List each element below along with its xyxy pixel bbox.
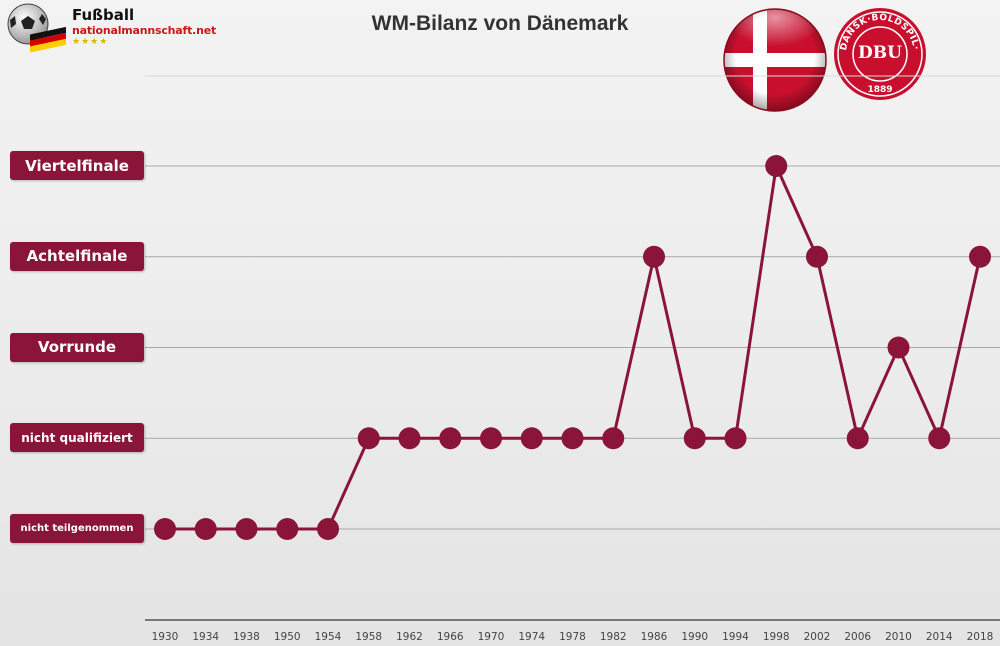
logo-line1: Fußball (72, 6, 135, 24)
data-point (683, 427, 706, 450)
dbu-badge-icon: DANSK·BOLDSPIL·UNION DBU 1889 (832, 6, 926, 100)
data-point (602, 427, 625, 450)
y-category-label: nicht teilgenommen (10, 514, 144, 543)
logo-line2: nationalmannschaft.net (72, 24, 217, 37)
x-tick-label: 1978 (559, 631, 586, 643)
x-tick-label: 1998 (763, 631, 790, 643)
x-tick-label: 1934 (192, 631, 219, 643)
site-logo[interactable]: Fußball nationalmannschaft.net ★★★★ (4, 2, 216, 54)
data-point (194, 518, 217, 540)
data-point (887, 336, 910, 359)
data-point (398, 427, 421, 450)
y-category-label: Achtelfinale (10, 241, 144, 271)
x-tick-label: 2014 (926, 631, 953, 643)
data-point (480, 427, 502, 450)
x-tick-label: 1990 (681, 631, 708, 643)
x-tick-label: 1974 (518, 631, 545, 643)
denmark-flag-icon (723, 8, 827, 112)
data-point (846, 427, 869, 450)
x-tick-label: 1994 (722, 631, 749, 643)
y-category-label: Vorrunde (10, 332, 144, 362)
x-tick-label: 1966 (437, 631, 464, 643)
x-tick-label: 1938 (233, 631, 260, 643)
data-point (806, 245, 828, 268)
chart-title: WM-Bilanz von Dänemark (371, 12, 629, 35)
x-tick-label: 1962 (396, 631, 423, 643)
x-tick-label: 1958 (355, 631, 382, 643)
data-point (765, 155, 788, 177)
badge-text: DBU (858, 43, 902, 63)
data-point (928, 427, 951, 450)
data-point (357, 427, 380, 450)
data-point (643, 245, 665, 268)
x-tick-label: 1982 (600, 631, 627, 643)
badge-year: 1889 (867, 85, 892, 95)
x-tick-label: 2002 (804, 631, 831, 643)
data-point (561, 427, 584, 450)
data-point (520, 427, 543, 450)
data-point (235, 518, 258, 540)
soccer-ball-flag-icon (7, 3, 66, 53)
x-tick-label: 1930 (152, 631, 179, 643)
x-tick-label: 1954 (315, 631, 342, 643)
data-point (276, 518, 299, 540)
y-category-label: nicht qualifiziert (10, 423, 144, 453)
y-category-label: Viertelfinale (10, 151, 144, 180)
x-tick-label: 1986 (641, 631, 668, 643)
logo-stars: ★★★★ (72, 37, 109, 47)
x-tick-label: 1950 (274, 631, 301, 643)
data-point (154, 518, 176, 540)
data-point (724, 427, 747, 450)
x-tick-label: 2018 (967, 631, 994, 643)
data-point (439, 427, 462, 450)
x-tick-label: 1970 (478, 631, 505, 643)
x-tick-label: 2010 (885, 631, 912, 643)
data-point (317, 518, 339, 540)
x-tick-label: 2006 (844, 631, 871, 643)
data-point (969, 245, 991, 268)
